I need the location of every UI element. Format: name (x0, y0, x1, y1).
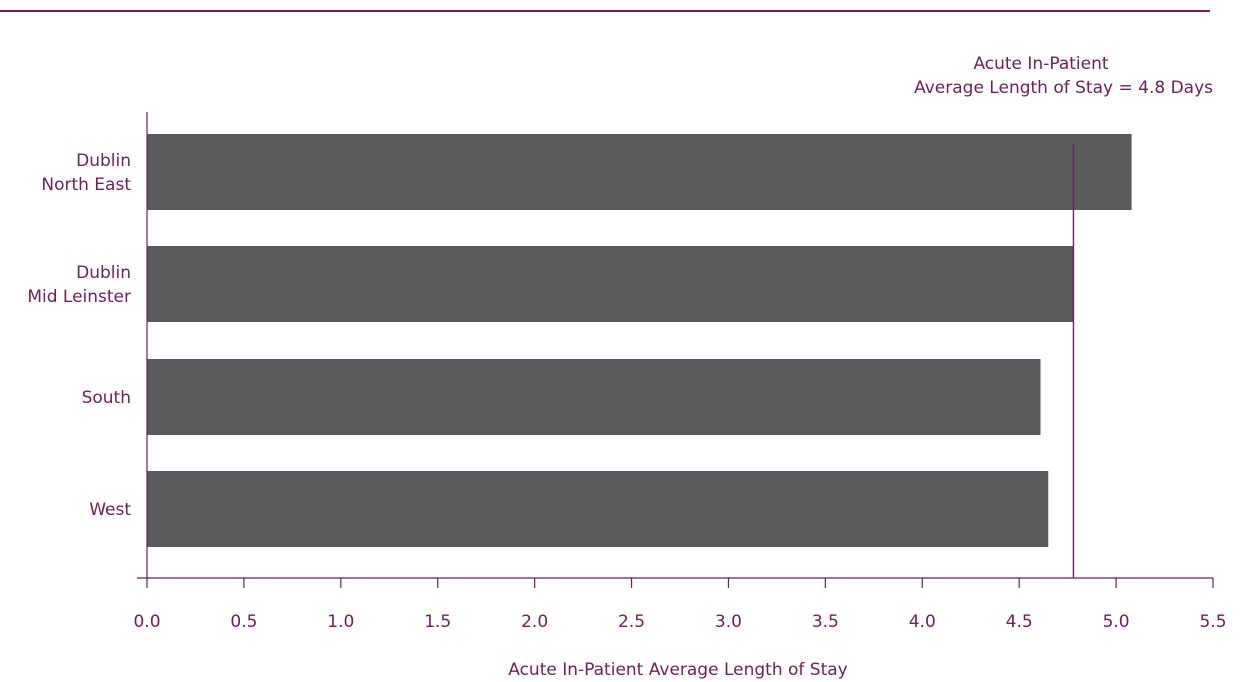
category-label-1: Dublin Mid Leinster (27, 263, 131, 307)
category-labels: Dublin North East Dublin Mid Leinster South W… (27, 151, 131, 520)
reference-line-label-line: Acute In-Patient (973, 54, 1108, 74)
bar-2 (147, 359, 1041, 435)
x-tick-label-0: 0.0 (133, 612, 160, 632)
x-tick-label-9: 4.5 (1006, 612, 1033, 632)
category-label-line: North East (41, 175, 131, 195)
bars-layer (147, 134, 1132, 547)
x-tick-label-10: 5.0 (1103, 612, 1130, 632)
category-label-line: Mid Leinster (27, 287, 131, 307)
x-tick-label-4: 2.0 (521, 612, 548, 632)
reference-line-label: Acute In-Patient Average Length of Stay =… (914, 54, 1213, 98)
x-axis-label: Acute In-Patient Average Length of Stay (508, 660, 847, 680)
reference-line-label-line: Average Length of Stay = 4.8 Days (914, 78, 1213, 98)
category-label-2: South (82, 388, 131, 408)
bar-1 (147, 246, 1074, 322)
bar-0 (147, 134, 1132, 210)
category-label-0: Dublin North East (41, 151, 131, 195)
reference-line-group: Acute In-Patient Average Length of Stay =… (914, 54, 1213, 578)
x-tick-label-8: 4.0 (909, 612, 936, 632)
category-label-3: West (89, 500, 131, 520)
x-tick-label-7: 3.5 (812, 612, 839, 632)
bar-3 (147, 471, 1049, 547)
x-tick-label-11: 5.5 (1199, 612, 1226, 632)
x-tick-label-1: 0.5 (230, 612, 257, 632)
axis-layer: 0.0 0.5 1.0 1.5 2.0 2.5 3.0 3.5 4.0 4.5 5.0 5.5 (133, 112, 1227, 632)
x-tick-label-6: 3.0 (715, 612, 742, 632)
x-tick-label-5: 2.5 (618, 612, 645, 632)
category-label-line: Dublin (76, 151, 131, 171)
category-label-line: West (89, 500, 131, 520)
category-label-line: Dublin (76, 263, 131, 283)
x-tick-label-3: 1.5 (424, 612, 451, 632)
x-tick-label-2: 1.0 (327, 612, 354, 632)
category-label-line: South (82, 388, 131, 408)
